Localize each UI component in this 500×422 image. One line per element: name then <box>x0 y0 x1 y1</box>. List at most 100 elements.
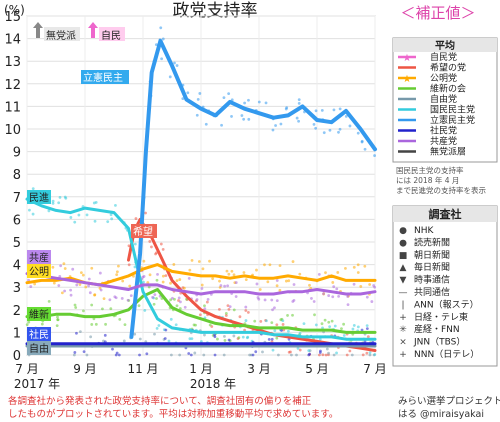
survey-point <box>277 353 280 357</box>
survey-point <box>208 323 212 327</box>
survey-point <box>227 92 231 96</box>
survey-point <box>60 291 64 295</box>
survey-point <box>74 306 78 309</box>
survey-point <box>108 298 112 302</box>
survey-point <box>126 298 130 302</box>
grid <box>26 15 376 356</box>
footer-note-line2: したものがプロットされています。平均は対称加重移動平均で求めています。 <box>8 408 338 420</box>
survey-point <box>52 281 56 285</box>
annotation-jiyuu-label: 自由 <box>29 342 49 355</box>
annotation-kibou-label: 希望 <box>133 225 153 238</box>
survey-point <box>244 319 248 322</box>
survey-point <box>290 353 293 357</box>
survey-point <box>144 211 147 215</box>
survey-point <box>55 324 59 327</box>
survey-point <box>281 323 285 326</box>
survey-point <box>271 348 275 352</box>
survey-point <box>325 347 329 351</box>
survey-point <box>307 353 311 357</box>
survey-point <box>47 209 51 213</box>
survey-point <box>243 328 247 332</box>
survey-point <box>199 340 203 343</box>
survey-point <box>72 353 76 357</box>
survey-point <box>94 200 98 204</box>
x-tick-label: 9 月 <box>73 362 96 376</box>
survey-point <box>57 201 61 205</box>
survey-point <box>152 302 156 306</box>
survey-point <box>27 320 31 324</box>
survey-point <box>51 265 55 269</box>
survey-point <box>328 325 332 329</box>
survey-point <box>51 199 55 203</box>
survey-point <box>363 340 367 343</box>
survey-point <box>47 299 51 303</box>
survey-point <box>365 351 369 355</box>
survey-point <box>169 317 173 321</box>
survey-point <box>117 264 120 268</box>
survey-point <box>175 279 179 283</box>
survey-point <box>287 329 290 333</box>
survey-point <box>168 75 172 79</box>
survey-point <box>245 336 249 340</box>
survey-point <box>197 260 201 263</box>
survey-point <box>134 217 138 220</box>
survey-point <box>198 313 202 317</box>
x-year-label: 2017 年 <box>14 377 60 391</box>
surveyor-marker-icon: ● <box>399 226 407 236</box>
survey-point <box>178 278 182 281</box>
survey-point <box>241 335 245 339</box>
survey-point <box>151 295 155 299</box>
survey-point <box>278 288 282 292</box>
legend-title: 平均 <box>435 39 455 52</box>
survey-point <box>363 264 367 268</box>
survey-point <box>175 64 179 67</box>
survey-point <box>173 61 176 65</box>
survey-point <box>232 308 236 312</box>
survey-point <box>223 335 226 338</box>
survey-point <box>138 353 141 357</box>
survey-point <box>356 271 360 274</box>
survey-point <box>188 337 192 341</box>
survey-point <box>196 97 200 101</box>
survey-point <box>75 283 79 287</box>
survey-point <box>161 247 165 251</box>
survey-point <box>332 353 336 357</box>
surveyor-label: 産経・FNN <box>414 323 460 335</box>
credit-line1: みらい選挙プロジェクト <box>398 395 500 407</box>
survey-point <box>155 278 159 282</box>
annotation-minshin-label: 民進 <box>29 192 49 204</box>
survey-point <box>361 353 365 357</box>
survey-point <box>219 284 223 287</box>
surveyor-marker-icon: ● <box>399 238 407 248</box>
survey-point <box>153 332 156 336</box>
annotation-minshin: 民進 <box>27 190 51 204</box>
survey-point <box>331 281 335 284</box>
survey-point <box>335 287 339 291</box>
y-tick-label: 4 <box>13 259 21 274</box>
survey-point <box>265 319 268 323</box>
survey-point <box>284 279 288 283</box>
survey-point <box>246 310 250 314</box>
annotation-kyousan: 共産 <box>27 250 51 264</box>
survey-point <box>177 296 181 300</box>
legend-label: 立憲民主党 <box>430 114 475 126</box>
survey-point <box>203 304 206 308</box>
y-tick-label: 2 <box>13 304 21 319</box>
survey-point <box>223 284 227 288</box>
survey-point <box>106 220 110 224</box>
survey-point <box>346 303 350 307</box>
survey-point <box>314 126 318 130</box>
survey-point <box>247 117 251 121</box>
survey-point <box>137 304 141 308</box>
y-tick-label: 9 <box>13 146 21 161</box>
survey-point <box>344 266 347 270</box>
y-tick-label: 10 <box>4 123 21 138</box>
survey-point <box>93 293 97 297</box>
survey-point <box>143 309 147 312</box>
surveyor-label: 読売新聞 <box>414 236 450 248</box>
survey-point <box>348 124 352 128</box>
survey-point <box>317 353 321 357</box>
survey-point <box>69 288 73 292</box>
survey-point <box>169 281 172 285</box>
